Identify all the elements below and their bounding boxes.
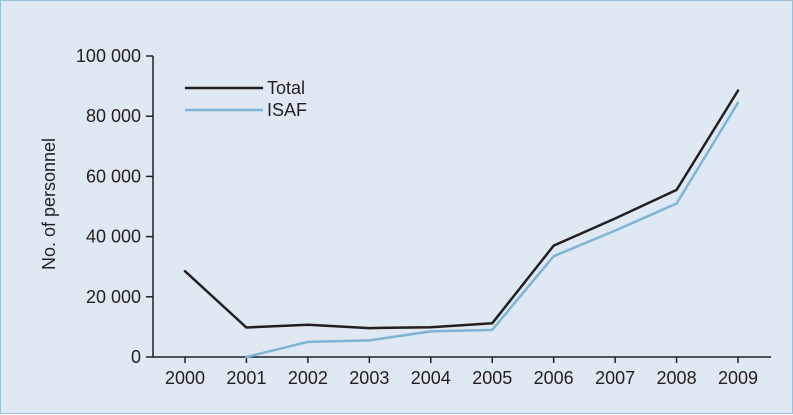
x-tick-label: 2009 [718, 368, 758, 388]
series-lines [183, 89, 740, 359]
axes [152, 56, 771, 358]
y-tick-label: 80 000 [86, 106, 141, 126]
series-line-isaf [245, 101, 740, 359]
y-tick-label: 60 000 [86, 166, 141, 186]
x-tick-label: 2003 [349, 368, 389, 388]
x-tick-label: 2006 [534, 368, 574, 388]
y-axis-label: No. of personnel [39, 138, 59, 270]
y-axis-ticks: 0 20 000 40 000 60 000 80 000 100 000 [76, 46, 153, 367]
x-tick-label: 2008 [657, 368, 697, 388]
series-line-total [183, 89, 740, 330]
x-axis-ticks: 2000 2001 2002 2003 2004 2005 2006 2007 2008 2009 [165, 357, 758, 388]
x-tick-label: 2002 [288, 368, 328, 388]
y-tick-label: 0 [131, 347, 141, 367]
x-tick-label: 2005 [472, 368, 512, 388]
x-tick-label: 2000 [165, 368, 205, 388]
y-tick-label: 100 000 [76, 46, 141, 66]
legend-label: ISAF [267, 100, 307, 120]
y-tick-label: 20 000 [86, 287, 141, 307]
x-tick-label: 2004 [411, 368, 451, 388]
x-tick-label: 2007 [595, 368, 635, 388]
x-tick-label: 2001 [226, 368, 266, 388]
y-tick-label: 40 000 [86, 227, 141, 247]
legend-label: Total [267, 78, 305, 98]
